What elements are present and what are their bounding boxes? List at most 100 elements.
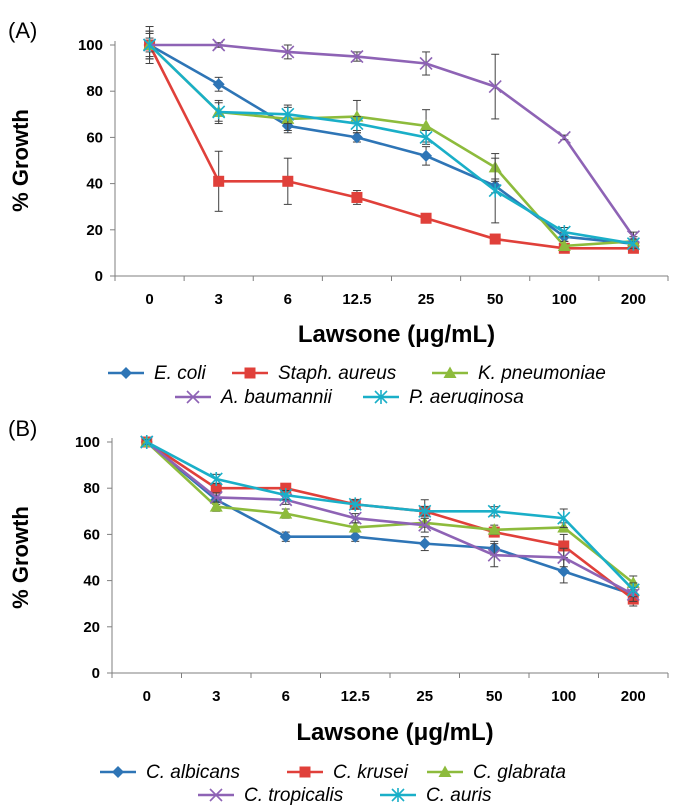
legend-entry: C. auris (380, 785, 492, 806)
legend-marker (209, 788, 223, 802)
series-line (148, 43, 634, 245)
y-tick-label: 20 (86, 222, 103, 239)
legend-marker (438, 765, 452, 777)
data-point (419, 119, 433, 131)
legend-marker (244, 367, 256, 379)
chart-panel-a: (A) 0 20 40 60 80 100 0 3 6 12.5 25 50 100 200 Lawsone… (8, 18, 669, 404)
data-point (348, 511, 362, 525)
data-point (419, 130, 433, 145)
data-point (557, 550, 571, 565)
series-line (146, 440, 635, 591)
series-line (145, 441, 635, 584)
data-point (209, 500, 223, 512)
legend-entry: Staph. aureus (232, 363, 397, 384)
series-group (140, 436, 640, 602)
data-point (419, 56, 433, 71)
legend-entry: C. krusei (287, 762, 409, 783)
series-line (145, 441, 634, 596)
data-point (212, 104, 226, 119)
series-group (142, 37, 641, 244)
y-tick-label: 80 (86, 83, 103, 100)
legend-label: C. krusei (333, 762, 409, 783)
data-point (418, 518, 432, 532)
data-point (489, 233, 501, 245)
series-line (148, 44, 634, 245)
data-point (487, 504, 501, 519)
legend-label: P. aeruginosa (409, 387, 524, 404)
data-point (418, 504, 432, 519)
data-point (348, 520, 362, 533)
panel-label: (B) (8, 416, 38, 441)
y-tick-label: 60 (83, 526, 100, 543)
y-tick-label: 40 (83, 573, 100, 590)
x-tick-label: 0 (145, 291, 153, 308)
y-tick-label: 80 (83, 480, 100, 497)
y-axis-label: % Growth (8, 506, 33, 609)
data-point (350, 116, 364, 131)
data-point (557, 511, 571, 526)
data-point (350, 49, 364, 64)
x-tick-label: 25 (416, 688, 433, 705)
data-point (557, 130, 571, 144)
data-point (420, 212, 432, 224)
y-tick-label: 20 (83, 619, 100, 636)
x-tick-label: 12.5 (341, 688, 370, 705)
data-point (142, 38, 157, 52)
legend-entry: A. baumannii (175, 387, 333, 404)
series-line (145, 440, 634, 596)
series-group (142, 30, 641, 251)
series-group (144, 32, 639, 254)
x-tick-label: 25 (418, 291, 435, 308)
legend-marker (186, 390, 200, 404)
data-point (626, 582, 640, 597)
data-point (212, 38, 226, 52)
data-point (279, 530, 292, 543)
data-point (487, 548, 501, 562)
legend-entry: C. glabrata (427, 762, 566, 783)
y-tick-label: 0 (95, 268, 103, 285)
data-point (209, 471, 223, 486)
data-point (488, 183, 502, 198)
x-axis-label: Lawsone (μg/mL) (298, 321, 495, 348)
x-tick-label: 12.5 (342, 291, 371, 308)
x-axis-label: Lawsone (μg/mL) (296, 719, 493, 746)
chart-svg-a: 0 20 40 60 80 100 0 3 6 12.5 25 50 100 200 Lawsone (μg… (8, 26, 669, 404)
data-point (350, 131, 363, 144)
y-axis-label: % Growth (8, 109, 33, 212)
y-tick-label: 60 (86, 129, 103, 146)
x-tick-label: 100 (552, 291, 577, 308)
legend-entry: K. pneumoniae (432, 363, 606, 384)
data-point (488, 80, 502, 94)
data-point (557, 225, 571, 240)
legend-marker (112, 766, 124, 778)
chart-panel-b: (B) 0 20 40 60 80 100 0 3 6 12.5 25 50 100 200 Lawsone… (0, 398, 677, 807)
legend-label: A. baumannii (220, 387, 333, 404)
x-tick-label: 0 (143, 688, 151, 705)
legend-label: C. tropicalis (244, 785, 344, 806)
data-point (213, 175, 225, 187)
x-tick-label: 50 (487, 291, 504, 308)
x-tick-label: 200 (621, 688, 646, 705)
data-point (350, 110, 364, 122)
legend-marker (374, 390, 388, 404)
data-point (209, 490, 223, 505)
data-point (351, 191, 363, 203)
data-point (348, 497, 362, 512)
series-group (140, 435, 640, 598)
data-point (558, 540, 570, 552)
legend-label: C. glabrata (473, 762, 566, 783)
data-point (282, 175, 294, 187)
series-line (149, 43, 635, 238)
y-tick-label: 100 (78, 37, 103, 54)
legend-marker (120, 367, 132, 379)
data-point (279, 507, 293, 519)
data-point (212, 78, 225, 91)
y-tick-label: 40 (86, 176, 103, 193)
data-point (210, 482, 222, 494)
x-tick-label: 6 (282, 688, 290, 705)
data-point (557, 565, 570, 578)
data-point (420, 149, 433, 162)
legend-entry: E. coli (108, 363, 207, 384)
data-point (487, 523, 501, 535)
data-point (281, 107, 295, 122)
